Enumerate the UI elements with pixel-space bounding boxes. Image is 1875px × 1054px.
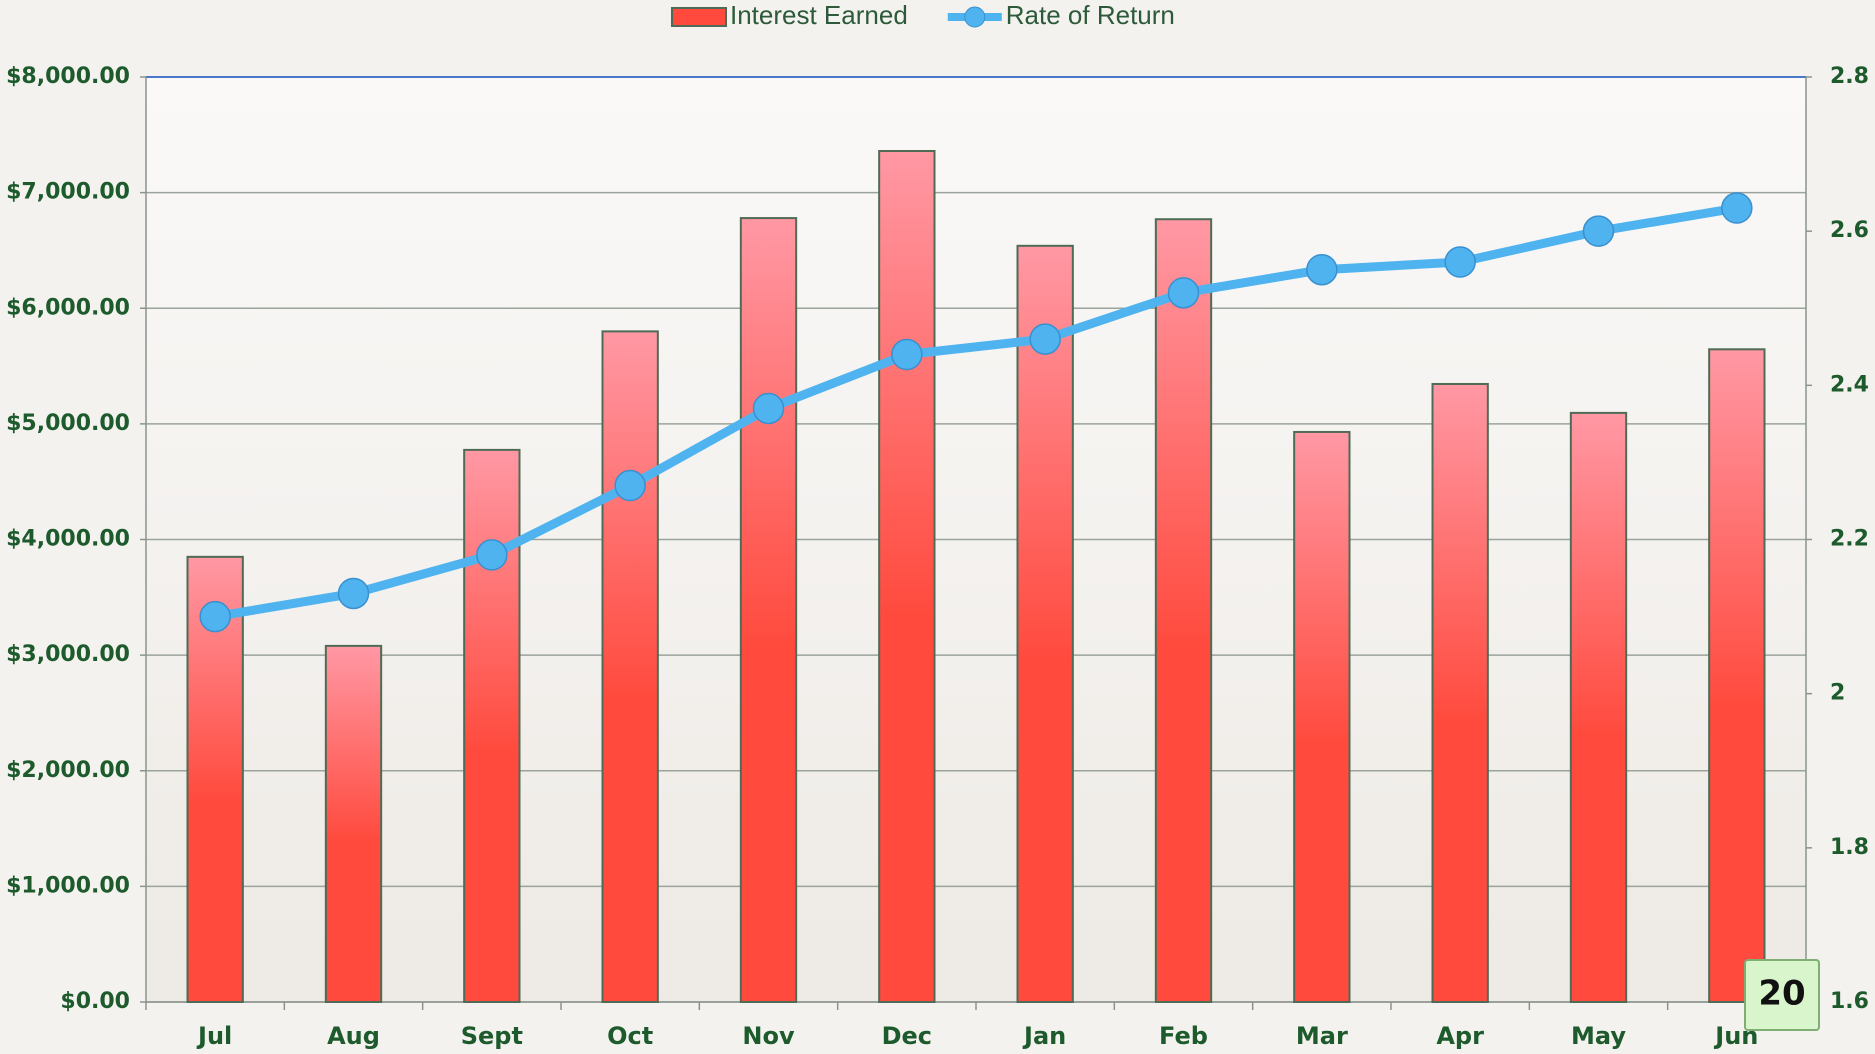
bar xyxy=(1154,218,1213,1003)
x-tick-label: May xyxy=(1571,1022,1626,1050)
y2-tick-label: 1.8 xyxy=(1830,835,1869,860)
point xyxy=(1306,253,1338,286)
point xyxy=(1582,215,1615,247)
bar xyxy=(878,150,936,1003)
y-tick-label: $8,000.00 xyxy=(6,64,130,89)
y-tick-label: $2,000.00 xyxy=(6,758,130,783)
x-tick-label: Oct xyxy=(607,1022,653,1050)
bar xyxy=(1293,430,1351,1003)
x-tick-label: Feb xyxy=(1159,1022,1208,1050)
y-tick-label: $5,000.00 xyxy=(6,411,130,436)
y-tick-label: $1,000.00 xyxy=(6,873,130,898)
legend-swatch xyxy=(964,6,986,28)
point xyxy=(614,469,646,502)
legend-label: Rate of Return xyxy=(1006,0,1175,30)
point xyxy=(891,338,923,371)
bar xyxy=(1431,382,1489,1003)
point xyxy=(1444,246,1476,278)
point xyxy=(752,392,785,425)
x-tick-label: Apr xyxy=(1436,1022,1484,1050)
x-tick-label: Mar xyxy=(1296,1022,1348,1050)
point xyxy=(1721,192,1753,224)
slide-badge xyxy=(1744,959,1820,1031)
y-tick-label: $4,000.00 xyxy=(6,527,130,552)
y2-tick-label: 2 xyxy=(1830,681,1845,706)
y-tick-label: $7,000.00 xyxy=(6,180,130,205)
x-tick-label: Sept xyxy=(461,1022,523,1050)
y-tick-label: $0.00 xyxy=(60,989,130,1014)
legend-swatch xyxy=(671,7,727,27)
x-tick-label: Aug xyxy=(327,1022,380,1050)
point xyxy=(476,539,508,571)
bar xyxy=(1569,411,1628,1003)
bar xyxy=(739,217,798,1003)
y2-tick-label: 1.6 xyxy=(1830,989,1869,1014)
y-tick-label: $3,000.00 xyxy=(6,642,130,667)
legend-label: Interest Earned xyxy=(730,0,908,30)
point xyxy=(199,600,231,633)
line xyxy=(214,203,1738,622)
y2-tick-label: 2.4 xyxy=(1830,372,1869,397)
x-tick-label: Jan xyxy=(1022,1022,1066,1050)
point xyxy=(1029,323,1061,355)
bar xyxy=(1708,348,1766,1003)
y2-tick-label: 2.6 xyxy=(1830,218,1869,243)
x-tick-label: Jul xyxy=(196,1022,232,1050)
bar xyxy=(601,330,659,1003)
y-tick-label: $6,000.00 xyxy=(6,295,130,320)
bar xyxy=(1016,244,1074,1003)
point xyxy=(337,577,370,610)
bar xyxy=(463,448,521,1003)
x-tick-label: Dec xyxy=(882,1022,932,1050)
x-tick-label: Nov xyxy=(742,1022,795,1050)
bar xyxy=(324,644,383,1003)
slide-number: 20 xyxy=(1758,974,1805,1014)
y2-tick-label: 2.2 xyxy=(1830,527,1869,552)
y2-tick-label: 2.8 xyxy=(1830,64,1869,89)
point xyxy=(1167,277,1200,309)
